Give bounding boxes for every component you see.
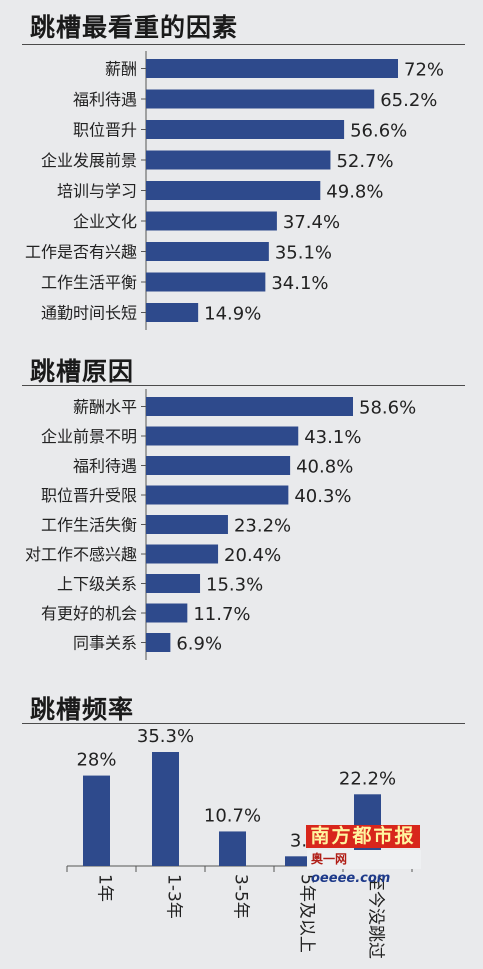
logo-subtitle: 奥一网 oeeee.com [307, 850, 421, 886]
factors-bar [146, 120, 345, 139]
reasons-value-label: 6.9% [176, 634, 222, 655]
factors-category-label: 工作是否有兴趣 [25, 243, 137, 262]
reasons-bar [146, 397, 353, 416]
factors-bar [146, 303, 199, 322]
frequency-category-label: 5年及以上 [297, 874, 317, 953]
reasons-category-label: 上下级关系 [57, 575, 137, 594]
frequency-value-label: 3. [290, 830, 307, 851]
reasons-value-label: 11.7% [193, 604, 250, 625]
factors-category-label: 薪酬 [105, 60, 137, 79]
reasons-bar [146, 544, 219, 564]
frequency-value-label: 28% [76, 750, 116, 771]
reasons-category-label: 对工作不感兴趣 [25, 545, 137, 564]
factors-value-label: 14.9% [204, 304, 261, 325]
reasons-value-label: 40.3% [294, 486, 351, 507]
factors-bar [146, 272, 266, 292]
reasons-title: 跳槽原因 [30, 357, 135, 386]
reasons-value-label: 40.8% [296, 457, 353, 478]
factors-bar [146, 150, 331, 170]
reasons-bar [146, 633, 171, 652]
frequency-title: 跳槽频率 [30, 695, 135, 724]
factors-value-label: 52.7% [336, 151, 393, 172]
factors-category-label: 通勤时间长短 [41, 304, 137, 323]
reasons-bar [146, 574, 201, 593]
logo-title: 南方都市报 [306, 825, 420, 848]
reasons-category-label: 工作生活失衡 [41, 516, 137, 535]
reasons-category-label: 薪酬水平 [73, 398, 137, 417]
reasons-value-label: 15.3% [206, 575, 263, 596]
factors-category-label: 职位晋升 [73, 121, 137, 140]
factors-bar [146, 181, 321, 200]
factors-value-label: 72% [404, 60, 444, 81]
reasons-value-label: 43.1% [304, 427, 361, 448]
frequency-bar [285, 856, 312, 866]
reasons-title-rule [22, 385, 465, 386]
factors-category-label: 培训与学习 [57, 182, 137, 201]
reasons-category-label: 有更好的机会 [41, 604, 137, 623]
factors-value-label: 56.6% [350, 121, 407, 142]
reasons-value-label: 20.4% [224, 545, 281, 566]
logo-domain: oeeee.com [311, 871, 391, 886]
frequency-value-label: 10.7% [204, 805, 261, 826]
reasons-bar [146, 426, 299, 446]
factors-title: 跳槽最看重的因素 [30, 13, 239, 42]
factors-category-label: 工作生活平衡 [41, 273, 137, 292]
newspaper-logo: 南方都市报 奥一网 oeeee.com [299, 825, 421, 886]
frequency-value-label: 22.2% [339, 768, 396, 789]
frequency-category-label: 1-3年 [164, 874, 184, 919]
reasons-bar [146, 456, 291, 475]
frequency-bar [152, 752, 179, 866]
frequency-category-label: 1年 [95, 874, 115, 902]
frequency-title-rule [22, 723, 465, 724]
factors-value-label: 65.2% [380, 90, 437, 111]
factors-bar [146, 89, 375, 109]
factors-bar [146, 242, 269, 261]
factors-category-label: 企业发展前景 [41, 151, 137, 170]
reasons-bar [146, 515, 228, 534]
factors-value-label: 49.8% [326, 182, 383, 203]
reasons-value-label: 58.6% [359, 398, 416, 419]
logo-site-name: 奥一网 [311, 852, 348, 866]
frequency-bar [83, 775, 110, 866]
frequency-value-label: 35.3% [137, 726, 194, 747]
reasons-bar [146, 485, 289, 505]
reasons-category-label: 企业前景不明 [41, 427, 137, 446]
frequency-bar [219, 831, 246, 866]
frequency-category-label: 3-5年 [231, 874, 251, 919]
reasons-category-label: 职位晋升受限 [41, 486, 137, 505]
factors-value-label: 35.1% [275, 243, 332, 264]
factors-bar [146, 211, 277, 231]
factors-bar [146, 59, 398, 78]
factors-category-label: 企业文化 [73, 212, 137, 231]
frequency-category-label: 至今没跳过 [366, 874, 386, 959]
factors-title-rule [22, 44, 465, 45]
reasons-value-label: 23.2% [234, 516, 291, 537]
reasons-category-label: 同事关系 [73, 634, 137, 653]
reasons-bar [146, 603, 188, 623]
factors-value-label: 34.1% [271, 273, 328, 294]
factors-category-label: 福利待遇 [73, 90, 137, 109]
factors-value-label: 37.4% [283, 212, 340, 233]
reasons-category-label: 福利待遇 [73, 457, 137, 476]
